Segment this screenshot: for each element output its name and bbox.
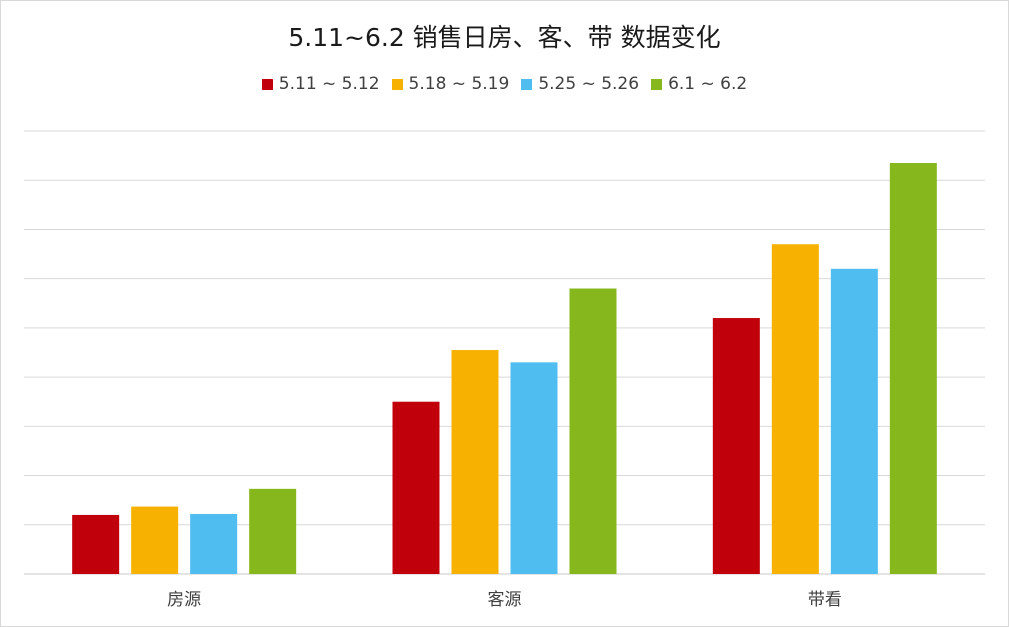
bar-0-series-2 (190, 513, 238, 574)
bar-layer (72, 162, 937, 574)
category-label-2: 带看 (808, 590, 842, 610)
legend-swatch-series-1 (391, 78, 403, 90)
legend-label-series-0: 5.11 ~ 5.12 (278, 74, 380, 94)
legend-swatch-series-2 (521, 78, 533, 90)
legend-item-series-0: 5.11 ~ 5.12 (261, 74, 380, 94)
legend-swatch-series-0 (261, 78, 273, 90)
legend-item-series-1: 5.18 ~ 5.19 (391, 74, 510, 94)
legend-item-series-2: 5.25 ~ 5.26 (521, 74, 639, 94)
bar-1-series-0 (392, 401, 440, 574)
bar-2-series-3 (889, 162, 937, 574)
bar-1-series-1 (451, 350, 499, 574)
bar-2-series-2 (830, 268, 878, 574)
bar-0-series-3 (249, 488, 297, 574)
bar-1-series-3 (569, 288, 617, 574)
grid-layer (24, 130, 985, 575)
category-label-layer: 房源 客源 带看 (167, 590, 842, 610)
legend-label-series-3: 6.1 ~ 6.2 (668, 74, 748, 94)
legend-item-series-3: 6.1 ~ 6.2 (651, 74, 747, 94)
legend-label-series-1: 5.18 ~ 5.19 (408, 74, 510, 94)
chart-title: 5.11~6.2 销售日房、客、带 数据变化 (288, 23, 721, 52)
legend-label-series-2: 5.25 ~ 5.26 (538, 74, 640, 94)
category-label-0: 房源 (167, 590, 201, 610)
bar-0-series-1 (131, 506, 179, 574)
bar-0-series-0 (72, 514, 120, 574)
bar-1-series-2 (510, 362, 558, 574)
bar-2-series-1 (771, 244, 819, 574)
category-label-1: 客源 (488, 590, 522, 610)
chart-legend: 5.11 ~ 5.12 5.18 ~ 5.19 5.25 ~ 5.26 6.1 … (0, 74, 1009, 94)
bar-2-series-0 (712, 318, 760, 574)
legend-swatch-series-3 (651, 78, 663, 90)
